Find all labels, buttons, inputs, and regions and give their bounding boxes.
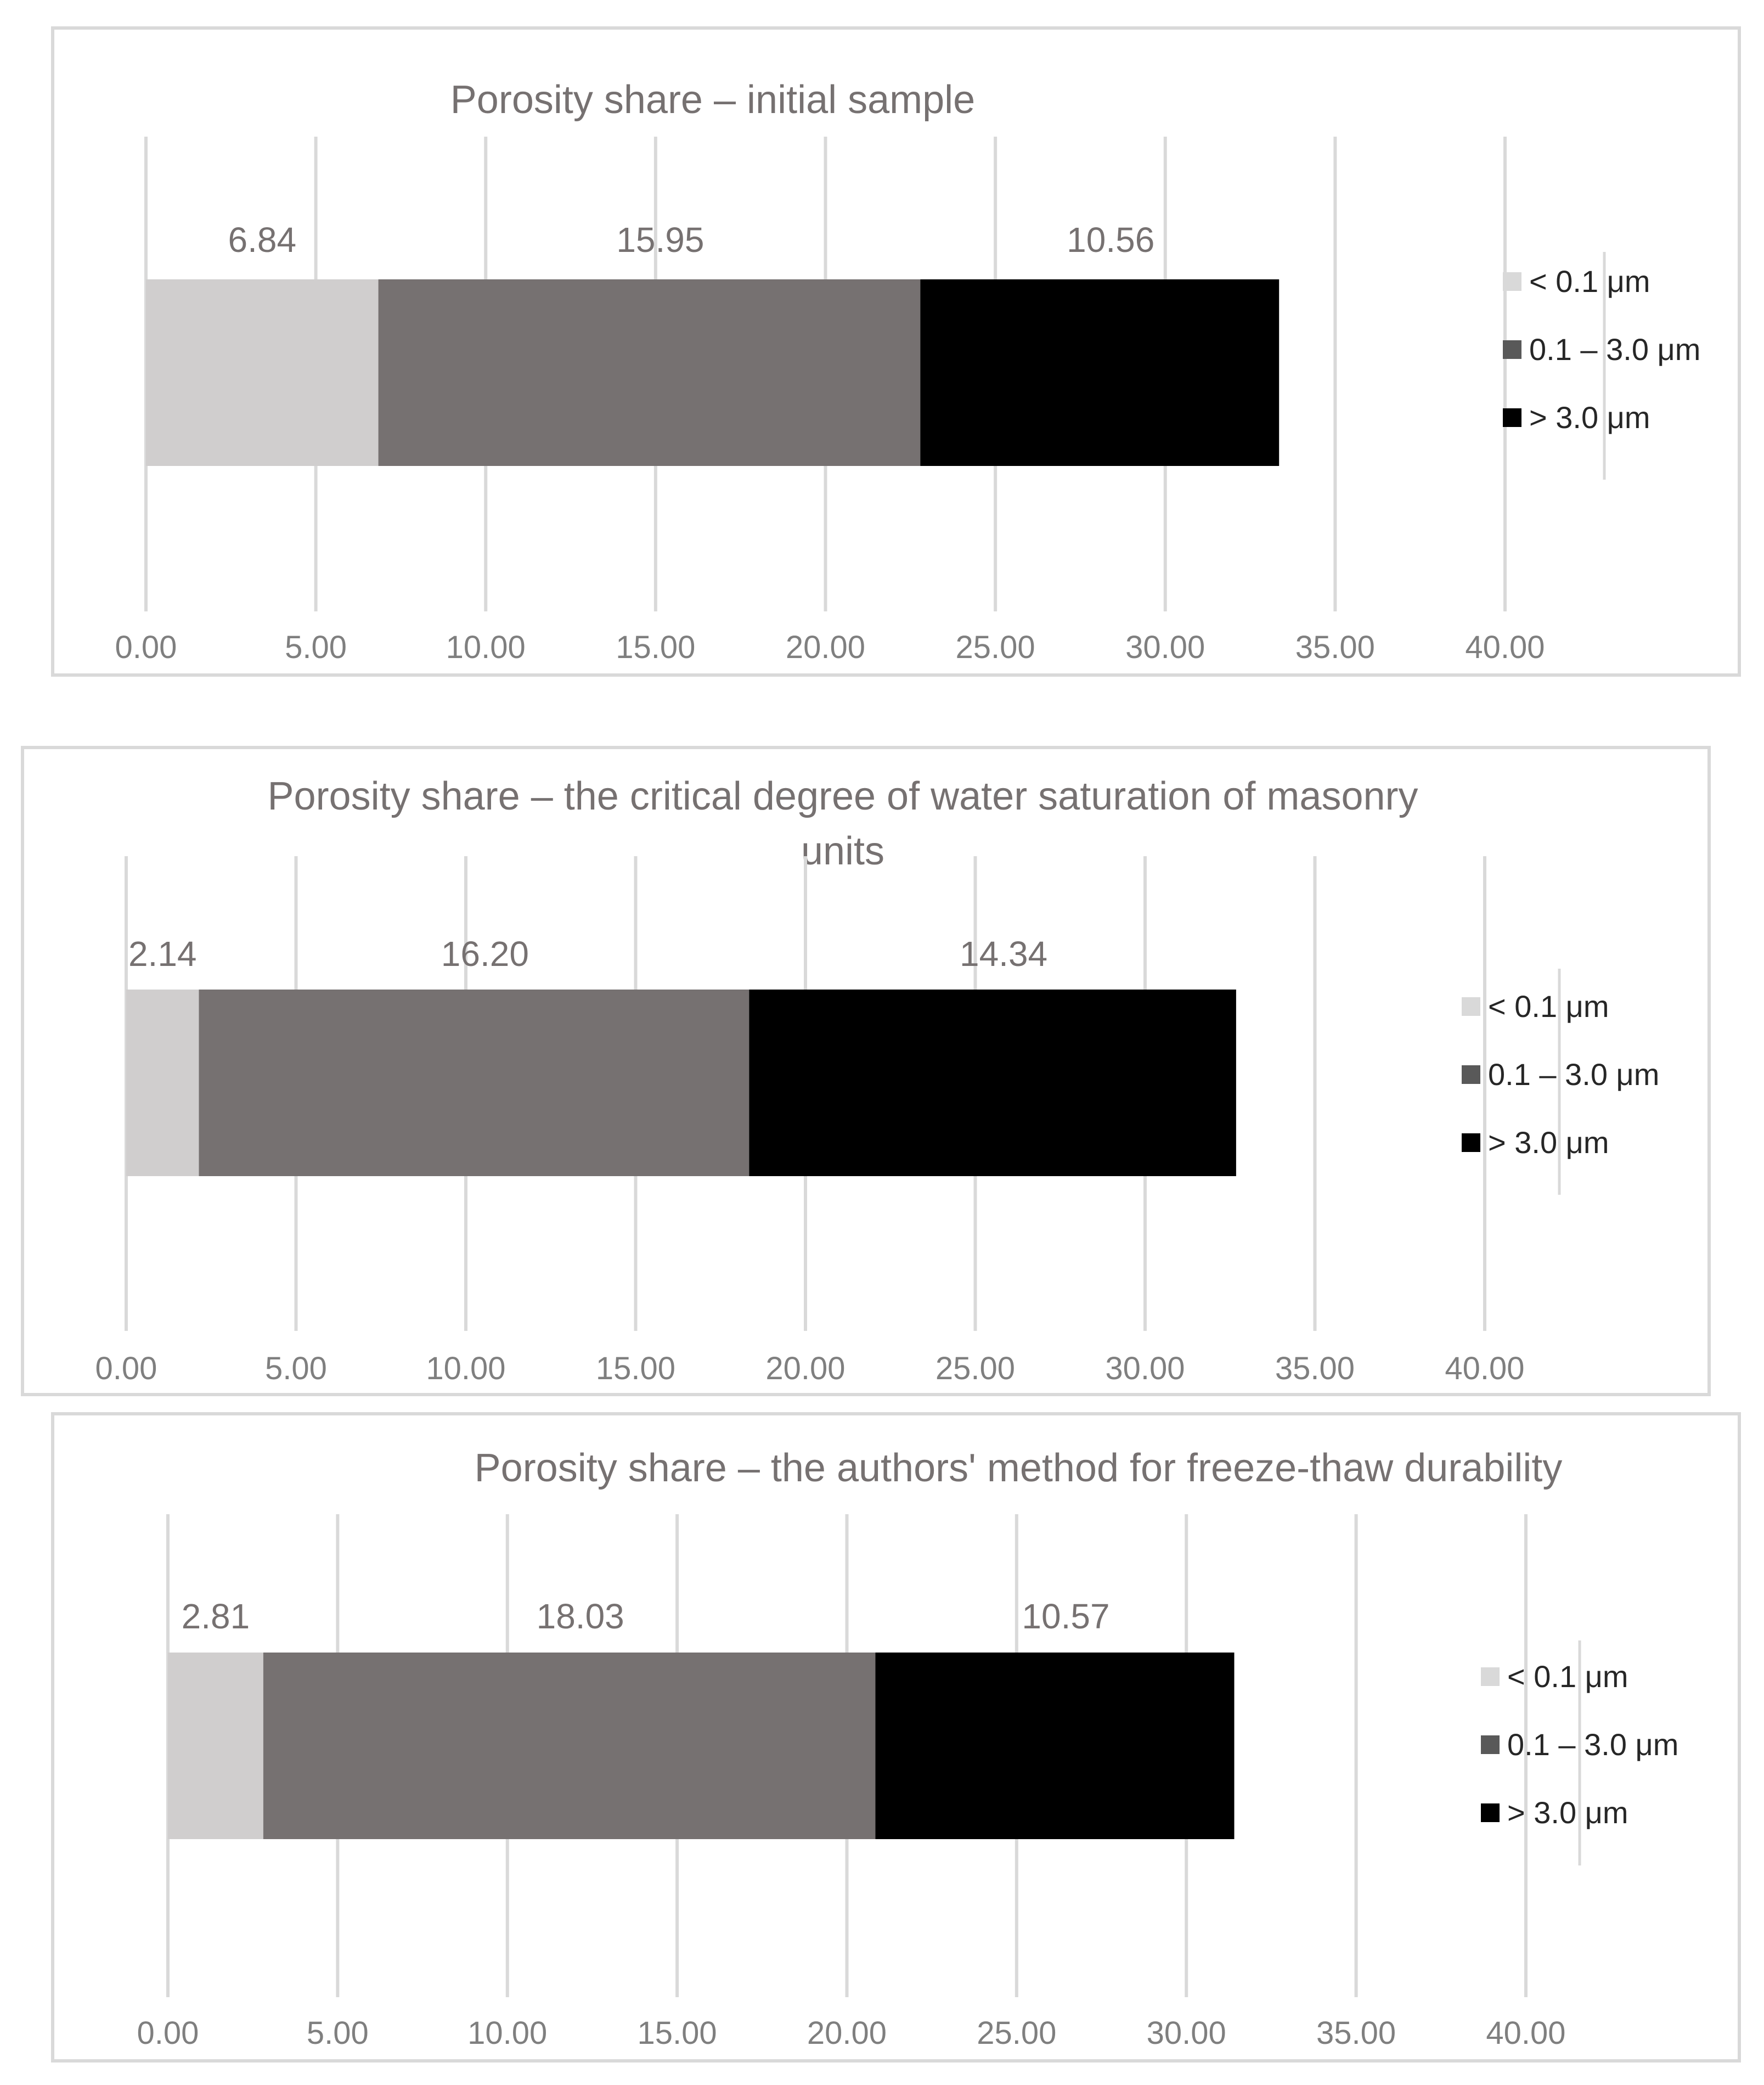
x-tick-label: 35.00	[1275, 1351, 1355, 1386]
legend-swatch	[1462, 1065, 1480, 1084]
data-label: 18.03	[537, 1597, 624, 1636]
legend-label: 0.1 – 3.0 μm	[1529, 332, 1700, 367]
x-tick-label: 25.00	[956, 630, 1035, 665]
chart-title: Porosity share – the authors' method for…	[475, 1446, 1563, 1490]
chart-title: Porosity share – initial sample	[450, 78, 975, 122]
x-tick-label: 5.00	[307, 2015, 369, 2051]
x-tick-label: 10.00	[446, 630, 526, 665]
x-tick-label: 40.00	[1465, 630, 1545, 665]
data-label: 2.81	[182, 1597, 250, 1636]
chart-panel-authors-method: Porosity share – the authors' method for…	[51, 1412, 1741, 2062]
x-tick-label: 15.00	[616, 630, 695, 665]
bar-segment	[168, 1653, 263, 1839]
legend-label: 0.1 – 3.0 μm	[1507, 1727, 1678, 1762]
x-tick-label: 10.00	[467, 2015, 547, 2051]
bar-segment	[920, 279, 1280, 466]
legend-label: > 3.0 μm	[1507, 1795, 1628, 1830]
legend-swatch	[1503, 272, 1521, 291]
x-tick-label: 25.00	[935, 1351, 1015, 1386]
legend-label: > 3.0 μm	[1488, 1125, 1609, 1160]
x-tick-label: 20.00	[786, 630, 865, 665]
x-tick-label: 30.00	[1125, 630, 1205, 665]
chart-svg: Porosity share – the authors' method for…	[137, 1446, 1679, 2051]
data-label: 16.20	[441, 934, 529, 974]
bar-segment	[126, 990, 199, 1176]
legend-label: < 0.1 μm	[1529, 264, 1650, 299]
x-tick-label: 40.00	[1445, 1351, 1524, 1386]
x-tick-label: 15.00	[638, 2015, 717, 2051]
legend-swatch	[1481, 1667, 1500, 1686]
legend-label: 0.1 – 3.0 μm	[1488, 1057, 1659, 1092]
legend-swatch	[1503, 340, 1521, 359]
bar-segment	[199, 990, 749, 1176]
x-tick-label: 35.00	[1295, 630, 1375, 665]
x-tick-label: 25.00	[977, 2015, 1056, 2051]
x-tick-label: 40.00	[1486, 2015, 1565, 2051]
legend-swatch	[1481, 1735, 1500, 1754]
chart-title-line-1: Porosity share – the critical degree of …	[268, 774, 1418, 818]
legend-label: < 0.1 μm	[1507, 1659, 1628, 1694]
chart-svg: Porosity share – initial sample 0.00 5.00 1…	[115, 78, 1701, 665]
x-tick-label: 30.00	[1147, 2015, 1226, 2051]
x-tick-label: 20.00	[807, 2015, 887, 2051]
x-tick-label: 0.00	[115, 630, 177, 665]
data-label: 2.14	[128, 934, 197, 974]
data-label: 10.56	[1067, 220, 1154, 260]
data-label: 14.34	[960, 934, 1047, 974]
x-tick-label: 5.00	[285, 630, 347, 665]
chart-svg: Porosity share – the critical degree of …	[95, 774, 1660, 1386]
x-tick-label: 30.00	[1105, 1351, 1185, 1386]
legend-swatch	[1481, 1803, 1500, 1822]
x-tick-label: 0.00	[95, 1351, 157, 1386]
x-tick-label: 35.00	[1316, 2015, 1396, 2051]
bar-segment	[378, 279, 921, 466]
legend-swatch	[1462, 1133, 1480, 1152]
legend-label: > 3.0 μm	[1529, 400, 1650, 435]
legend-swatch	[1503, 408, 1521, 427]
x-tick-label: 15.00	[596, 1351, 675, 1386]
legend-swatch	[1462, 997, 1480, 1016]
data-label: 15.95	[616, 220, 704, 260]
legend-label: < 0.1 μm	[1488, 989, 1609, 1024]
x-tick-label: 5.00	[265, 1351, 327, 1386]
data-label: 6.84	[228, 220, 297, 260]
chart-title-line-2: units	[801, 829, 884, 873]
x-tick-label: 0.00	[137, 2015, 199, 2051]
chart-panel-initial-sample: Porosity share – initial sample 0.00 5.00 1…	[51, 26, 1741, 677]
data-label: 10.57	[1022, 1597, 1109, 1636]
bar-segment	[749, 990, 1236, 1176]
bar-segment	[146, 279, 379, 466]
x-tick-label: 20.00	[765, 1351, 845, 1386]
chart-panel-critical-saturation: Porosity share – the critical degree of …	[21, 746, 1711, 1396]
x-tick-label: 10.00	[426, 1351, 505, 1386]
bar-segment	[263, 1653, 876, 1839]
bar-segment	[875, 1653, 1235, 1839]
